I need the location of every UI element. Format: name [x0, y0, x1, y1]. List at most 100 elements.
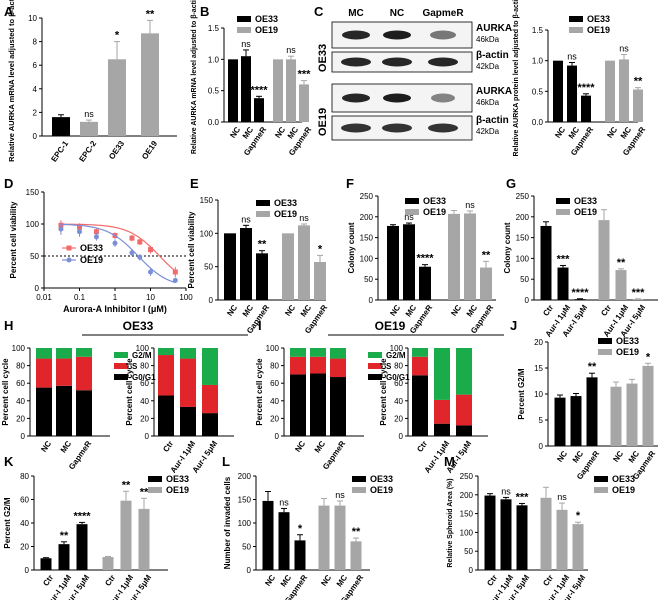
significance-label: ns — [501, 486, 511, 496]
bar — [642, 365, 654, 446]
bar — [574, 299, 586, 300]
data-point — [137, 239, 143, 245]
y-tick-label: 50 — [520, 275, 529, 284]
y-tick-label: 2 — [33, 108, 38, 117]
stacked-segment — [180, 348, 196, 359]
legend-label: OE19 — [423, 207, 446, 217]
significance-label: ** — [482, 249, 491, 261]
bar — [448, 213, 460, 300]
significance-label: ** — [258, 239, 267, 251]
legend-swatch — [405, 209, 419, 215]
blot-band — [383, 93, 411, 103]
bar — [228, 59, 238, 122]
y-tick-label: 6 — [33, 61, 38, 70]
significance-label: ** — [122, 479, 131, 491]
y-tick-label: 40 — [16, 397, 25, 406]
x-tick-label: Ctr — [161, 439, 175, 454]
significance-label: ns — [241, 214, 251, 224]
legend-swatch — [368, 352, 382, 358]
bar — [76, 524, 88, 570]
legend-swatch — [148, 487, 162, 493]
bar — [598, 220, 610, 300]
bar — [120, 500, 132, 570]
y-tick-label: 20 — [394, 414, 403, 423]
significance-label: ** — [634, 76, 643, 88]
panel-label-k: K — [4, 454, 14, 469]
y-axis-label: Colony count — [503, 222, 512, 273]
panel-label-e: E — [190, 176, 199, 191]
y-tick-label: 10 — [28, 14, 37, 23]
blot-col-mc: MC — [348, 8, 364, 19]
y-axis-label: Percent cell cycle — [125, 358, 134, 426]
y-tick-label: 0.5 — [208, 87, 220, 96]
significance-label: ** — [140, 486, 149, 498]
bar — [387, 225, 399, 300]
bar — [419, 266, 431, 300]
legend-swatch — [598, 349, 612, 355]
y-axis-label: Colony count — [347, 222, 356, 273]
y-tick-label: 60 — [270, 379, 279, 388]
bar — [350, 541, 362, 570]
legend-swatch — [594, 476, 608, 482]
legend-label: OE19 — [587, 25, 610, 35]
blot-band-size: 46kDa — [476, 35, 500, 44]
bar — [480, 267, 492, 300]
stacked-segment — [76, 390, 92, 436]
bar — [298, 225, 310, 300]
x-tick-label: Ctr — [415, 439, 429, 454]
significance-label: ns — [619, 44, 629, 54]
legend-swatch — [405, 198, 419, 204]
x-tick-label: NC — [388, 303, 402, 318]
bar — [241, 56, 251, 123]
legend-label: OE19 — [166, 485, 189, 495]
x-tick-label: MC — [465, 303, 480, 319]
bar — [605, 60, 615, 122]
bar — [581, 95, 591, 122]
legend-swatch — [114, 363, 128, 369]
stacked-segment — [310, 348, 326, 357]
y-tick-label: 50 — [204, 263, 213, 272]
y-tick-label: 0 — [247, 566, 252, 575]
y-tick-label: 0.0 — [208, 118, 220, 127]
y-tick-label: 100 — [390, 344, 404, 353]
bar — [256, 253, 268, 300]
significance-label: ns — [279, 497, 289, 507]
stacked-segment — [434, 423, 450, 436]
bar — [318, 505, 330, 570]
significance-label: *** — [516, 491, 530, 503]
y-tick-label: 40 — [140, 397, 149, 406]
blot-band-name: β-actin — [476, 50, 509, 61]
legend-label: OE33 — [587, 14, 610, 24]
data-point — [137, 254, 143, 260]
blot-band — [431, 93, 455, 103]
stacked-segment — [330, 358, 346, 378]
y-tick-label: 100 — [12, 344, 26, 353]
bar — [334, 505, 346, 570]
bar — [240, 228, 252, 300]
x-tick-label: EPC-1 — [49, 139, 70, 164]
bar — [294, 540, 306, 570]
data-point — [148, 247, 153, 253]
panel-label-d: D — [4, 176, 13, 191]
significance-label: ** — [588, 361, 597, 373]
legend-label: OE33 — [370, 474, 393, 484]
significance-label: ** — [617, 257, 626, 269]
y-tick-label: 100 — [516, 254, 530, 263]
blot-band — [341, 57, 371, 67]
significance-label: ns — [465, 200, 475, 210]
bar — [570, 396, 582, 446]
significance-label: ns — [404, 212, 414, 222]
bar — [278, 512, 290, 570]
legend-label: S — [132, 362, 138, 371]
x-tick-label: Ctr — [41, 573, 55, 588]
blot-band-name: AURKA — [476, 86, 512, 97]
x-tick-label: MC — [627, 449, 642, 465]
blot-band — [382, 123, 412, 133]
significance-label: *** — [632, 287, 646, 299]
legend-label: OE33 — [274, 198, 297, 208]
legend-label: OE33 — [612, 474, 635, 484]
legend-label: OE33 — [574, 196, 597, 206]
blot-band-size: 42kDa — [476, 127, 500, 136]
